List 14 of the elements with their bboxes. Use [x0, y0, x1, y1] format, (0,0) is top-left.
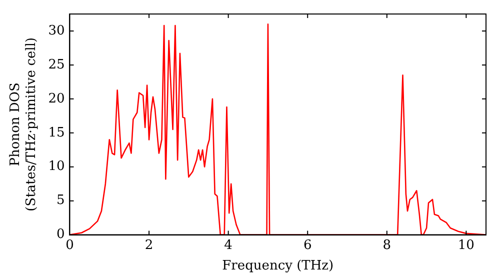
x-tick-label: 10: [458, 238, 474, 253]
y-tick-label: 0: [56, 227, 65, 242]
x-axis-title: Frequency (THz): [222, 258, 334, 274]
x-tick-label: 4: [224, 238, 232, 253]
y-tick-label: 25: [48, 57, 65, 72]
x-tick-label: 8: [382, 238, 392, 253]
x-tick-label: 2: [144, 238, 154, 253]
y-tick-label: 5: [56, 193, 65, 208]
y-tick-label: 20: [48, 91, 65, 106]
y-axis-title: Phonon DOS (States/THz·primitive cell): [8, 37, 39, 212]
y-tick-label: 30: [48, 23, 65, 38]
y-tick-label: 15: [48, 125, 65, 140]
x-tick-label: 6: [303, 238, 312, 253]
y-tick-label: 10: [48, 159, 65, 174]
